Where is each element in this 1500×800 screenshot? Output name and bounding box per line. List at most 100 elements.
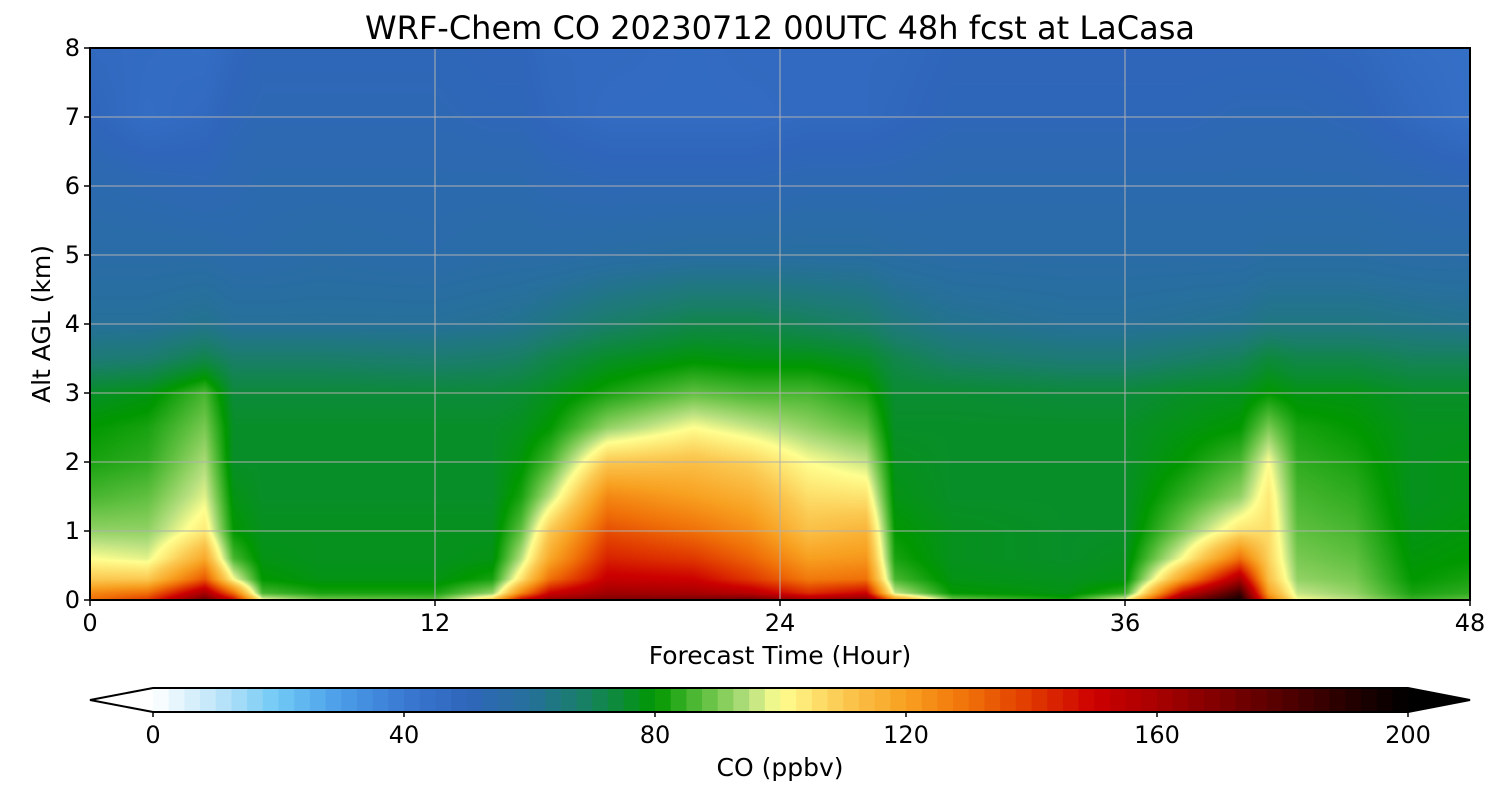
colorbar-segment [890,688,907,712]
colorbar-segment [466,688,484,712]
colorbar-segment [780,688,797,712]
colorbar-segment [796,688,813,712]
colorbar-segment [1282,688,1299,712]
colorbar-segment [388,688,405,712]
colorbar-segment [419,688,436,712]
y-tick-label: 2 [65,448,80,476]
y-tick-label: 7 [65,103,80,131]
x-tick-label: 12 [420,609,451,637]
colorbar-tick-label: 40 [389,721,420,749]
colorbar-segment [1172,688,1189,712]
colorbar-segment [686,688,703,712]
colorbar-segment [262,688,280,712]
y-axis-ticks: 0 1 2 3 4 5 6 7 8 [65,34,90,614]
x-axis-label: Forecast Time (Hour) [649,641,912,670]
colorbar-tick-label: 160 [1134,721,1180,749]
colorbar-segment [560,688,578,712]
colorbar-segment [451,688,468,712]
colorbar-segment [717,688,735,712]
x-tick-label: 48 [1455,609,1486,637]
colorbar-segment [592,688,609,712]
colorbar-segment [498,688,515,712]
colorbar-segment [545,688,562,712]
y-tick-label: 5 [65,241,80,269]
colorbar-segment [1204,688,1221,712]
grid-lines [90,48,1470,600]
colorbar-segment [1376,688,1393,712]
colorbar-segment [639,688,656,712]
colorbar-segment [435,688,452,712]
colorbar-ticks: 0 40 80 120 160 200 [145,712,1431,749]
y-tick-label: 8 [65,34,80,62]
colorbar-segment [404,688,421,712]
colorbar-segment [670,688,687,712]
colorbar-segment [1345,688,1362,712]
colorbar-segment [749,688,766,712]
colorbar-segment [1329,688,1346,712]
colorbar-label: CO (ppbv) [717,753,844,782]
colorbar [89,687,1471,713]
colorbar-segment [513,688,531,712]
colorbar-segment [733,688,750,712]
colorbar-segment [1047,688,1064,712]
colorbar-segment [153,688,170,712]
colorbar-segment [811,688,829,712]
colorbar-segment [1141,688,1158,712]
colorbar-segment [953,688,970,712]
colorbar-segment [529,688,546,712]
colorbar-segment [294,688,311,712]
y-tick-label: 6 [65,172,80,200]
colorbar-segment [247,688,264,712]
colorbar-segment [309,688,327,712]
colorbar-segment [764,688,782,712]
colorbar-tick-label: 0 [145,721,160,749]
colorbar-segment [184,688,201,712]
colorbar-segment [1219,688,1237,712]
colorbar-segment [858,688,876,712]
colorbar-segment [655,688,672,712]
colorbar-segment [1000,688,1017,712]
y-tick-label: 3 [65,379,80,407]
colorbar-segment [607,688,625,712]
colorbar-segment [1031,688,1048,712]
colorbar-segment [1015,688,1033,712]
x-axis-ticks: 0 12 24 36 48 [82,600,1485,637]
colorbar-segment [1078,688,1095,712]
colorbar-segment [1188,688,1205,712]
colorbar-segment [215,688,233,712]
colorbar-segment [1251,688,1268,712]
colorbar-segment [341,688,358,712]
x-tick-label: 0 [82,609,97,637]
colorbar-segment [937,688,954,712]
colorbar-segment [1360,688,1378,712]
colorbar-segment [1094,688,1111,712]
colorbar-segment [1298,688,1315,712]
colorbar-max-extension [1408,688,1470,712]
colorbar-segment [1392,688,1409,712]
colorbar-segment [200,688,217,712]
colorbar-segment [372,688,389,712]
colorbar-segment [482,688,499,712]
y-tick-label: 1 [65,517,80,545]
colorbar-segment [968,688,986,712]
colorbar-segment [1235,688,1252,712]
colorbar-segment [1313,688,1331,712]
colorbar-tick-label: 80 [640,721,671,749]
colorbar-min-extension [90,688,153,712]
colorbar-segment [168,688,185,712]
colorbar-segment [1062,688,1080,712]
colorbar-segment [325,688,342,712]
colorbar-segment [827,688,844,712]
colorbar-segment [231,688,248,712]
y-axis-label: Alt AGL (km) [27,245,56,403]
colorbar-segment [356,688,374,712]
colorbar-segment [278,688,295,712]
colorbar-segment [702,688,719,712]
colorbar-tick-label: 200 [1385,721,1431,749]
x-tick-label: 24 [765,609,796,637]
colorbar-tick-label: 120 [883,721,929,749]
y-tick-label: 4 [65,310,80,338]
colorbar-segment [623,688,640,712]
colorbar-segment [906,688,923,712]
